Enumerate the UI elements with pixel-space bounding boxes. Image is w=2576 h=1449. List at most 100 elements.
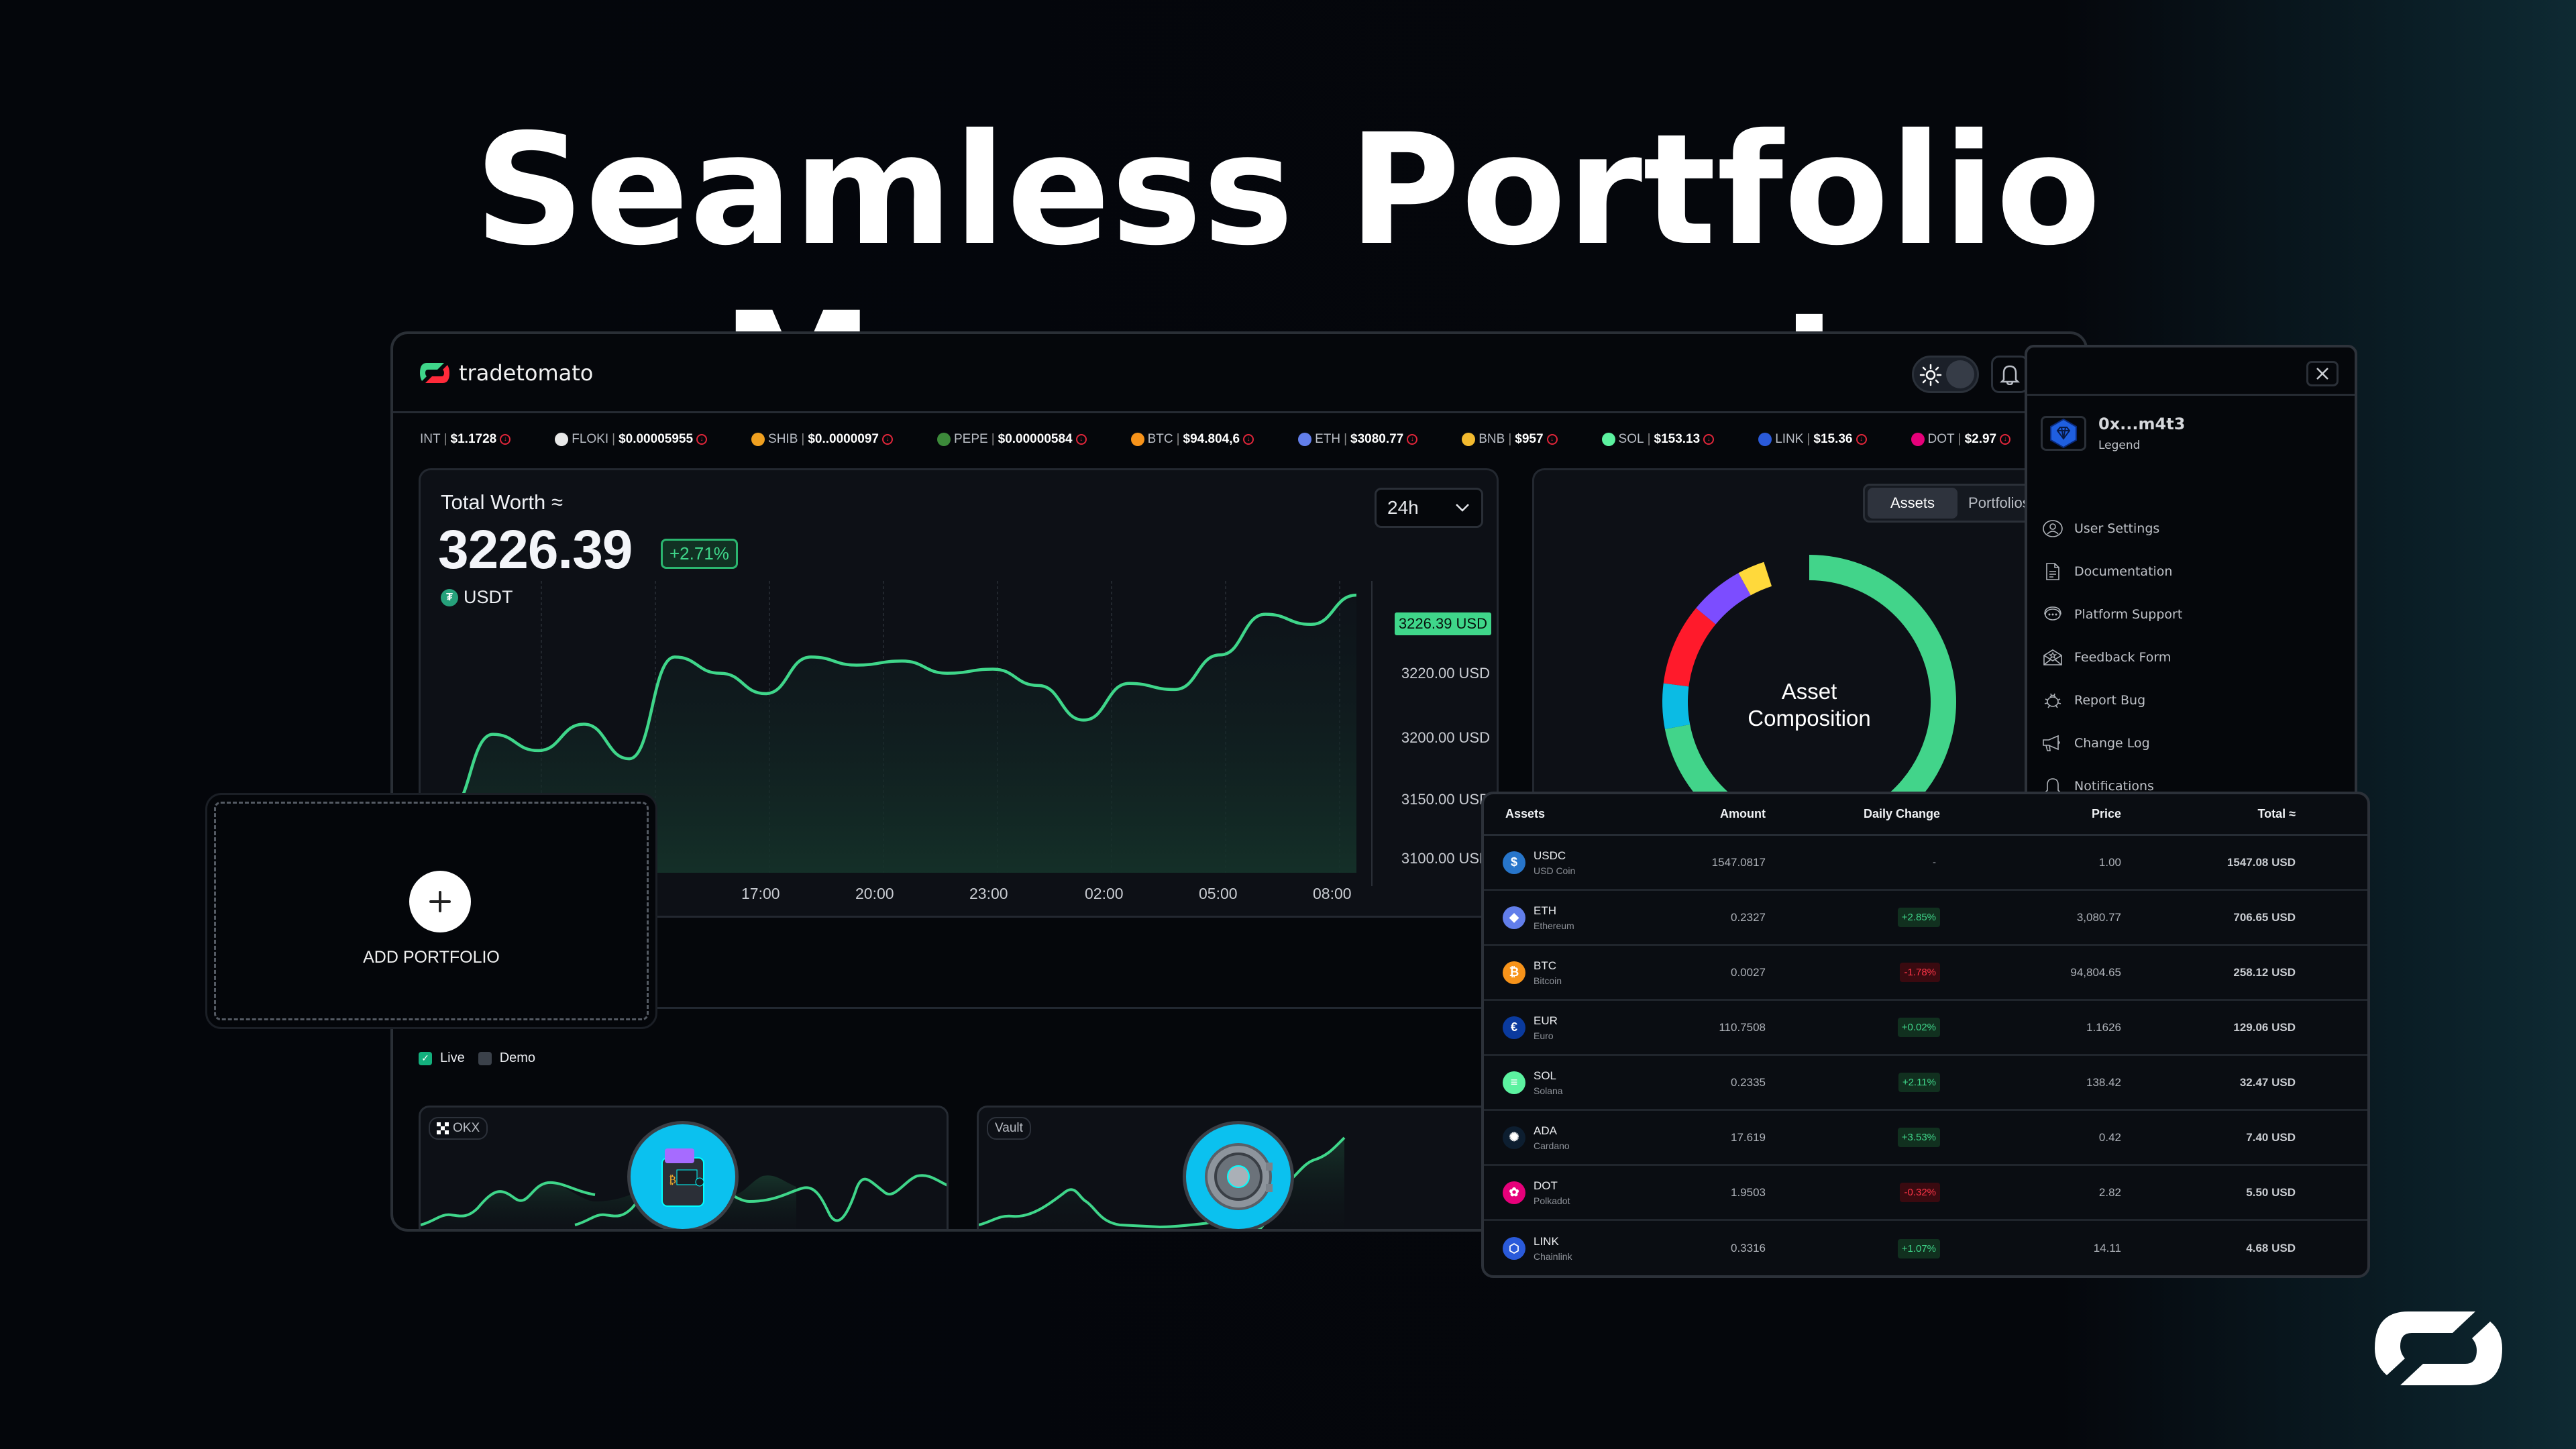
tradetomato-logo-icon [420, 362, 449, 383]
toggle-knob [1946, 360, 1974, 388]
tab-assets[interactable]: Assets [1868, 488, 1958, 519]
close-menu-button[interactable] [2306, 361, 2339, 386]
asset-amount: 0.2335 [1731, 1075, 1766, 1089]
link-icon [1758, 433, 1772, 446]
table-row[interactable]: $ USDC USD Coin 1547.0817 - 1.00 1547.08… [1484, 836, 2367, 891]
ticker-item-btc[interactable]: BTC | $94.804,6 ↓ [1130, 432, 1254, 447]
megaphone-icon [2043, 735, 2060, 751]
time-range-select[interactable]: 24h [1375, 488, 1483, 528]
theme-toggle[interactable] [1912, 356, 1979, 393]
ticker-symbol: BTC [1147, 432, 1173, 446]
asset-name: Bitcoin [1534, 975, 1562, 986]
column-header-daily-change[interactable]: Daily Change [1863, 807, 1940, 820]
ticker-item-shib[interactable]: SHIB | $0..0000097 ↓ [751, 432, 893, 447]
menu-item-change-log[interactable]: Change Log [2042, 722, 2182, 765]
sol-icon [1601, 433, 1615, 446]
table-row[interactable]: ✺ ADA Cardano 17.619 +3.53% 0.42 7.40 US… [1484, 1111, 2367, 1166]
table-row[interactable]: ₿ BTC Bitcoin 0.0027 -1.78% 94,804.65 25… [1484, 946, 2367, 1001]
daily-change-cell: +3.53% [1766, 1128, 1940, 1147]
daily-change-badge: +3.53% [1897, 1128, 1940, 1147]
ticker-price: $2.97 [1964, 432, 1997, 446]
menu-item-label: User Settings [2074, 521, 2160, 536]
ticker-symbol: ETH [1315, 432, 1341, 446]
menu-item-documentation[interactable]: Documentation [2042, 550, 2182, 593]
ticker-price: $1.1728 [450, 432, 497, 446]
live-checkbox[interactable]: ✓ [419, 1051, 432, 1065]
column-header-assets[interactable]: Assets [1505, 807, 1546, 820]
btc-icon: ₿ [1503, 961, 1525, 984]
portfolio-card-okx[interactable]: OKX ₿ [419, 1106, 949, 1229]
table-row[interactable]: ⬡ LINK Chainlink 0.3316 +1.07% 14.11 4.6… [1484, 1221, 2367, 1275]
ticker-item-pepe[interactable]: PEPE | $0.00000584 ↓ [937, 432, 1087, 447]
menu-item-user-settings[interactable]: User Settings [2042, 507, 2182, 550]
ticker-item-floki[interactable]: FLOKI | $0.00005955 ↓ [555, 432, 708, 447]
user-profile[interactable]: 0x...m4t3 Legend [2041, 415, 2185, 452]
tab-portfolios[interactable]: Portfolios [1968, 494, 2030, 511]
user-menu-list: User Settings Documentation Platform Sup… [2042, 507, 2182, 808]
asset-amount: 17.619 [1731, 1130, 1766, 1144]
brand-logo[interactable]: tradetomato [420, 360, 593, 386]
ticker-item-sol[interactable]: SOL | $153.13 ↓ [1601, 432, 1715, 447]
table-row[interactable]: ◆ ETH Ethereum 0.2327 +2.85% 3,080.77 70… [1484, 891, 2367, 946]
arrow-down-icon: ↓ [1703, 434, 1715, 445]
arrow-down-icon: ↓ [1407, 434, 1418, 445]
eth-icon: ◆ [1503, 906, 1525, 929]
usdt-icon: ₮ [441, 588, 458, 606]
asset-price: 14.11 [2093, 1242, 2121, 1254]
user-menu-header [2027, 347, 2355, 396]
asset-name: Cardano [1534, 1140, 1570, 1151]
y-axis-label: 3200.00 USD [1401, 729, 1490, 746]
column-header-amount[interactable]: Amount [1720, 807, 1766, 820]
avatar [2041, 416, 2086, 451]
asset-symbol: EUR [1534, 1014, 1558, 1027]
add-portfolio-button[interactable] [409, 871, 471, 932]
ticker-item-int[interactable]: INT | $1.1728 ↓ [420, 432, 511, 447]
ticker-symbol: SHIB [768, 432, 798, 446]
asset-amount: 0.2327 [1731, 910, 1766, 924]
daily-change-badge: -1.78% [1900, 963, 1940, 982]
portfolio-tag: Vault [987, 1117, 1031, 1140]
demo-label: Demo [499, 1051, 536, 1065]
floki-icon [555, 433, 569, 446]
asset-price: 94,804.65 [2070, 965, 2121, 979]
ticker-item-dot[interactable]: DOT | $2.97 ↓ [1911, 432, 2011, 447]
y-axis-label: 3220.00 USD [1401, 665, 1490, 682]
column-header-total[interactable]: Total ≈ [2257, 807, 2296, 820]
menu-item-report-bug[interactable]: Report Bug [2042, 679, 2182, 722]
y-axis-label: 3100.00 USD [1401, 850, 1490, 867]
close-icon [2316, 368, 2328, 380]
asset-amount: 110.7508 [1719, 1020, 1766, 1034]
x-axis-label: 20:00 [855, 885, 894, 902]
notifications-button[interactable] [1991, 356, 2029, 393]
live-label: Live [440, 1051, 465, 1065]
arrow-down-icon: ↓ [1546, 434, 1558, 445]
ticker-item-bnb[interactable]: BNB | $957 ↓ [1462, 432, 1558, 447]
time-range-value: 24h [1387, 497, 1419, 518]
column-header-price[interactable]: Price [2091, 807, 2121, 820]
asset-amount: 1547.0817 [1711, 855, 1766, 869]
arrow-down-icon: ↓ [1856, 434, 1867, 445]
asset-symbol: ADA [1534, 1124, 1557, 1137]
ticker-item-eth[interactable]: ETH | $3080.77 ↓ [1298, 432, 1418, 447]
portfolio-card-vault[interactable]: Vault [977, 1106, 1507, 1229]
vault-icon [1205, 1143, 1273, 1210]
asset-name: Solana [1534, 1085, 1563, 1096]
asset-cell: ✿ DOT Polkadot [1484, 1179, 1665, 1206]
ticker-price: $0.00005955 [619, 432, 694, 446]
add-portfolio-card[interactable]: ADD PORTFOLIO [205, 793, 657, 1029]
ticker-item-link[interactable]: LINK | $15.36 ↓ [1758, 432, 1867, 447]
vault-illustration [1183, 1121, 1294, 1229]
assets-table: Assets Amount Daily Change Price Total ≈… [1481, 792, 2370, 1278]
dot-icon [1911, 433, 1925, 446]
menu-item-label: Feedback Form [2074, 650, 2171, 665]
table-row[interactable]: ✿ DOT Polkadot 1.9503 -0.32% 2.82 5.50 U… [1484, 1166, 2367, 1221]
demo-checkbox[interactable] [478, 1051, 492, 1065]
asset-cell: ◆ ETH Ethereum [1484, 904, 1665, 931]
daily-change-cell: +0.02% [1766, 1018, 1940, 1037]
table-row[interactable]: ≡ SOL Solana 0.2335 +2.11% 138.42 32.47 … [1484, 1056, 2367, 1111]
user-icon [2043, 520, 2063, 537]
table-row[interactable]: € EUR Euro 110.7508 +0.02% 1.1626 129.06… [1484, 1001, 2367, 1056]
menu-item-feedback-form[interactable]: Feedback Form [2042, 636, 2182, 679]
menu-item-platform-support[interactable]: Platform Support [2042, 593, 2182, 636]
x-axis-label: 08:00 [1313, 885, 1352, 902]
